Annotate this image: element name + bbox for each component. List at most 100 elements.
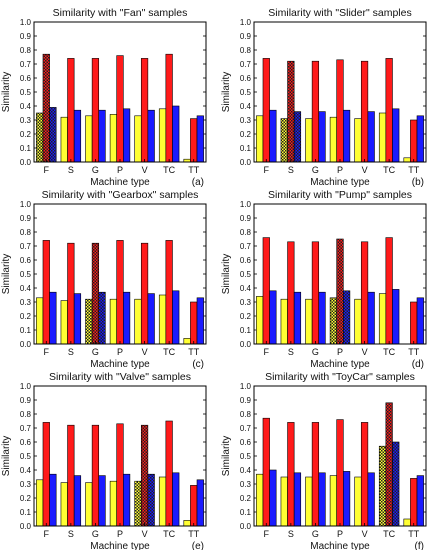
- bar: [410, 478, 418, 527]
- x-tick-label: TT: [188, 529, 199, 539]
- chart-panel: Similarity with "Pump" samples 0.0 0.1 0.2 0…: [221, 189, 427, 370]
- bar: [293, 291, 302, 345]
- x-tick-label: F: [44, 165, 50, 175]
- x-tick-label: G: [312, 529, 319, 539]
- y-tick-label: 0.9: [240, 32, 252, 41]
- bar: [256, 296, 264, 345]
- bar: [367, 472, 375, 527]
- bar: [305, 298, 313, 345]
- bar: [49, 473, 57, 527]
- bar: [73, 293, 82, 345]
- bar: [140, 58, 149, 163]
- y-tick-label: 0.4: [20, 466, 32, 475]
- bar: [287, 422, 295, 527]
- bar: [165, 240, 173, 345]
- bar: [318, 472, 326, 527]
- bar: [91, 242, 100, 345]
- bar: [123, 108, 131, 163]
- x-tick-label: S: [288, 347, 294, 357]
- bar: [416, 115, 424, 163]
- bar: [123, 473, 131, 527]
- bar: [140, 424, 149, 527]
- bar: [134, 115, 142, 163]
- y-tick-label: 0.0: [240, 522, 252, 531]
- y-tick-label: 0.3: [20, 480, 32, 489]
- x-tick-label: TT: [408, 529, 419, 539]
- panel-label: (c): [192, 359, 204, 370]
- y-tick-label: 0.8: [20, 410, 32, 419]
- x-axis-label: Machine type: [310, 177, 370, 188]
- x-tick-label: TC: [383, 347, 395, 357]
- bar: [392, 441, 400, 527]
- bar: [256, 115, 264, 163]
- bar: [360, 60, 369, 163]
- y-tick-label: 0.5: [240, 88, 252, 97]
- y-axis-label: Similarity: [1, 254, 12, 295]
- y-tick-label: 0.0: [20, 522, 32, 531]
- y-tick-label: 0.6: [240, 256, 252, 265]
- bar: [385, 402, 393, 527]
- y-tick-label: 0.9: [20, 214, 32, 223]
- y-tick-label: 0.1: [20, 326, 32, 335]
- bar: [262, 58, 270, 163]
- bar: [73, 109, 82, 163]
- x-tick-label: F: [264, 347, 270, 357]
- x-axis-label: Machine type: [90, 359, 150, 370]
- bar: [158, 108, 167, 163]
- y-tick-label: 0.2: [20, 494, 32, 503]
- bar: [342, 290, 351, 345]
- x-tick-label: G: [92, 347, 99, 357]
- x-tick-label: P: [337, 165, 343, 175]
- y-axis-label: Similarity: [221, 72, 232, 113]
- x-tick-label: P: [337, 529, 343, 539]
- bar: [73, 475, 82, 527]
- y-tick-label: 0.4: [240, 102, 252, 111]
- bar: [311, 422, 320, 527]
- y-tick-label: 0.2: [240, 130, 252, 139]
- chart-title: Similarity with "ToyCar" samples: [265, 371, 415, 383]
- x-tick-label: P: [117, 529, 123, 539]
- bar: [280, 298, 288, 345]
- bar: [360, 422, 369, 527]
- y-tick-label: 0.0: [240, 158, 252, 167]
- bar: [60, 300, 68, 345]
- x-tick-label: S: [68, 529, 74, 539]
- bar: [378, 112, 387, 163]
- bar: [336, 419, 344, 527]
- x-axis-label: Machine type: [90, 177, 150, 188]
- chart-title: Similarity with "Slider" samples: [268, 7, 411, 19]
- bar: [109, 114, 117, 163]
- bar: [123, 291, 131, 345]
- bar: [67, 242, 75, 345]
- x-tick-label: P: [117, 347, 123, 357]
- y-tick-label: 0.2: [20, 312, 32, 321]
- panel-label: (b): [412, 177, 424, 188]
- y-tick-label: 0.4: [20, 102, 32, 111]
- bar: [293, 111, 302, 163]
- bar: [416, 297, 424, 345]
- y-tick-label: 0.6: [240, 438, 252, 447]
- x-tick-label: TC: [383, 165, 395, 175]
- bar: [392, 108, 400, 163]
- bar: [42, 53, 50, 163]
- bar: [342, 471, 351, 527]
- bar: [305, 476, 313, 527]
- bar: [287, 241, 295, 345]
- chart-panel: Similarity with "Fan" samples 0.0 0.1 0.2 0.…: [1, 7, 207, 188]
- bar: [329, 116, 338, 163]
- chart-panel: Similarity with "Gearbox" samples 0.0 0.1 0…: [1, 189, 207, 370]
- y-tick-label: 1.0: [20, 200, 32, 209]
- bar: [85, 115, 93, 163]
- bar: [269, 469, 277, 527]
- x-tick-label: V: [142, 347, 148, 357]
- x-tick-label: V: [142, 165, 148, 175]
- bar: [269, 290, 277, 345]
- y-tick-label: 0.6: [20, 438, 32, 447]
- bar: [392, 289, 400, 345]
- x-tick-label: F: [264, 529, 270, 539]
- bar: [60, 482, 68, 527]
- y-tick-label: 0.4: [240, 466, 252, 475]
- y-tick-label: 0.1: [240, 508, 252, 517]
- y-tick-label: 0.3: [240, 480, 252, 489]
- x-axis-label: Machine type: [310, 541, 370, 550]
